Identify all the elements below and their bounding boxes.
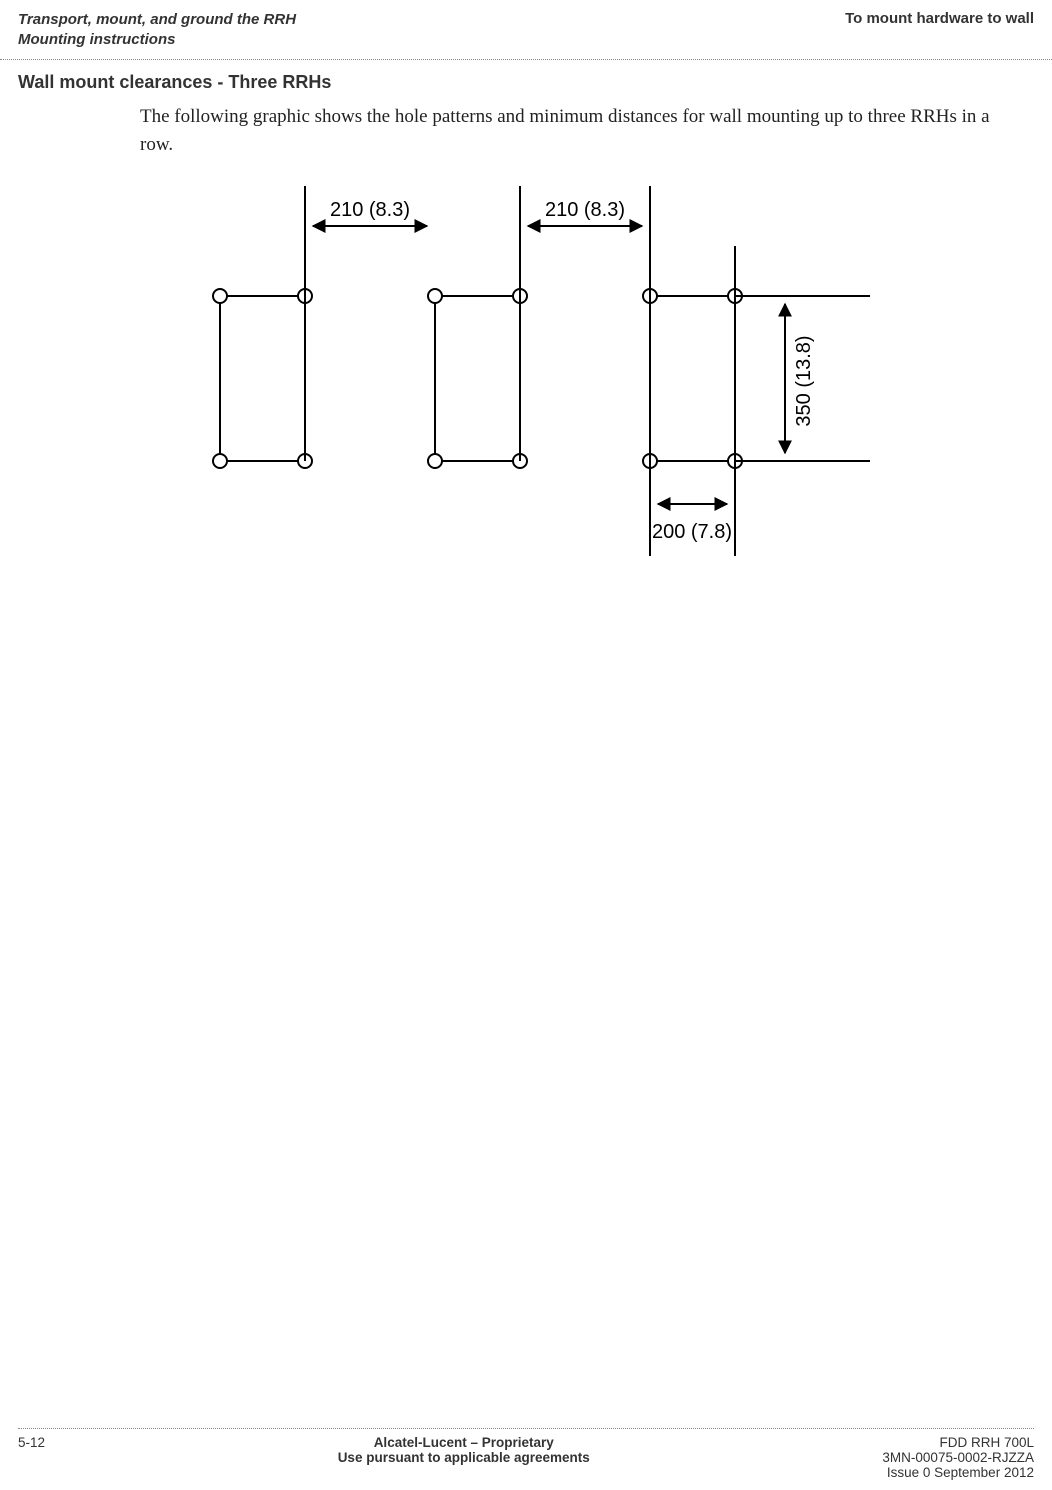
footer-center: Alcatel-Lucent – Proprietary Use pursuan…: [338, 1435, 590, 1480]
footer-right: FDD RRH 700L 3MN-00075-0002-RJZZA Issue …: [882, 1435, 1034, 1480]
clearance-diagram: 210 (8.3) 210 (8.3) 200 (7.8) 350 (13.8): [170, 186, 910, 586]
header-left-line2: Mounting instructions: [18, 30, 296, 50]
section-heading: Wall mount clearances - Three RRHs: [0, 72, 1052, 95]
svg-text:210 (8.3): 210 (8.3): [545, 199, 625, 221]
footer-rule: [18, 1428, 1034, 1429]
svg-text:210 (8.3): 210 (8.3): [330, 199, 410, 221]
header-left: Transport, mount, and ground the RRH Mou…: [18, 10, 296, 49]
footer-right-line1: FDD RRH 700L: [882, 1435, 1034, 1450]
svg-text:350 (13.8): 350 (13.8): [793, 336, 815, 427]
header-right: To mount hardware to wall: [845, 10, 1034, 49]
body-paragraph: The following graphic shows the hole pat…: [0, 95, 1052, 158]
diagram-container: 210 (8.3) 210 (8.3) 200 (7.8) 350 (13.8): [0, 158, 1052, 591]
page-number: 5-12: [18, 1435, 45, 1480]
footer-center-line1: Alcatel-Lucent – Proprietary: [338, 1435, 590, 1450]
svg-text:200 (7.8): 200 (7.8): [652, 521, 732, 543]
footer-right-line2: 3MN-00075-0002-RJZZA: [882, 1450, 1034, 1465]
footer-center-line2: Use pursuant to applicable agreements: [338, 1450, 590, 1465]
footer-right-line3: Issue 0 September 2012: [882, 1465, 1034, 1480]
page-footer: 5-12 Alcatel-Lucent – Proprietary Use pu…: [0, 1428, 1052, 1480]
page-header: Transport, mount, and ground the RRH Mou…: [0, 0, 1052, 55]
header-left-line1: Transport, mount, and ground the RRH: [18, 10, 296, 30]
header-rule: [0, 59, 1052, 60]
